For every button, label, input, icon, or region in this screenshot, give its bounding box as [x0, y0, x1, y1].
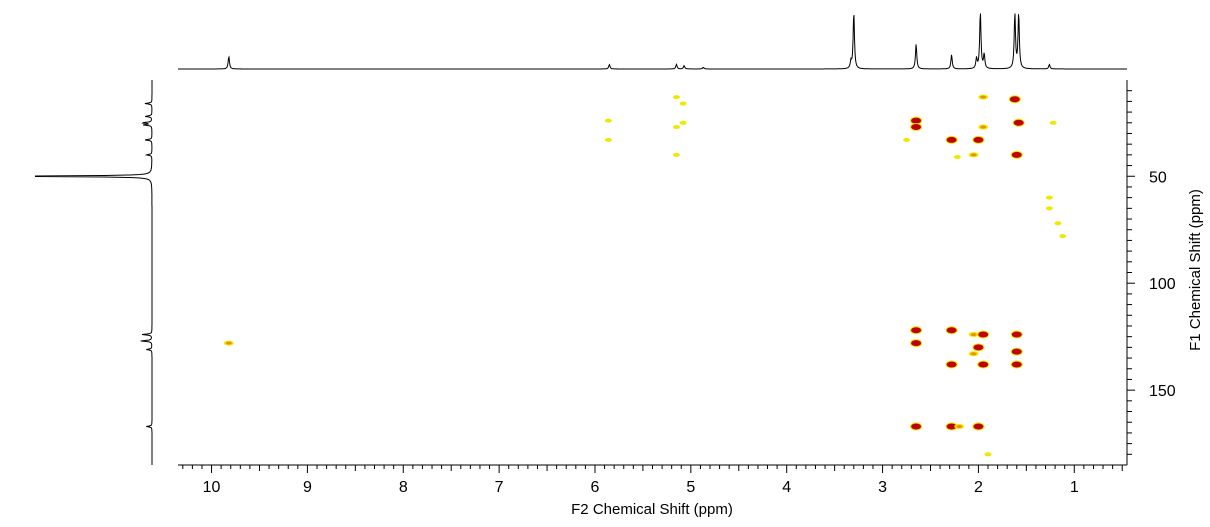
y-tick-label: 100	[1149, 276, 1176, 293]
correlation-peak	[945, 360, 958, 369]
correlation-peak	[1045, 195, 1053, 200]
correlation-peak	[1049, 120, 1057, 125]
correlation-peak	[1054, 221, 1062, 226]
correlation-peak	[679, 120, 687, 125]
correlation-peak	[679, 101, 687, 106]
correlation-peak	[1045, 206, 1053, 211]
correlation-peak	[910, 123, 923, 132]
correlation-peak	[1010, 360, 1023, 369]
y-tick-label: 150	[1149, 383, 1176, 400]
correlation-peak	[604, 118, 612, 123]
correlation-peak	[968, 351, 979, 357]
correlation-peak	[1010, 347, 1023, 356]
correlation-peak	[945, 326, 958, 335]
correlation-peak	[910, 116, 923, 125]
correlation-peak	[984, 452, 992, 457]
correlation-peak	[954, 424, 965, 429]
x-tick-label: 1	[1070, 479, 1079, 496]
correlation-peak	[978, 94, 989, 100]
x-tick-label: 10	[203, 479, 221, 496]
f2-axis: 10 9 8 7 6 5 4 3 2 1	[178, 464, 1127, 496]
correlation-peak	[945, 135, 958, 144]
x-tick-label: 9	[303, 479, 312, 496]
correlation-peak	[672, 125, 680, 130]
f1-projection-line	[35, 80, 153, 465]
correlation-peak	[978, 124, 989, 130]
correlation-peak	[903, 137, 911, 142]
x-tick-label: 5	[686, 479, 695, 496]
x-tick-label: 7	[495, 479, 504, 496]
x-tick-label: 4	[782, 479, 791, 496]
correlation-peak	[672, 152, 680, 157]
f1-projection-trace	[35, 80, 153, 465]
f1-axis: 50 100 150	[1126, 80, 1176, 465]
y-tick-label: 50	[1149, 169, 1167, 186]
correlation-peak	[972, 422, 985, 431]
correlation-peak	[1010, 150, 1023, 159]
correlation-peak	[972, 135, 985, 144]
correlation-peak	[977, 360, 990, 369]
f2-projection-line	[178, 13, 1127, 70]
x-axis-title: F2 Chemical Shift (ppm)	[571, 501, 733, 518]
correlation-peak	[1012, 118, 1025, 127]
correlation-peak	[977, 330, 990, 339]
f2-projection-trace	[178, 13, 1127, 70]
correlation-peak	[223, 340, 234, 346]
correlation-peak	[1059, 234, 1067, 239]
correlation-peak	[968, 152, 979, 158]
correlation-peak	[910, 339, 923, 348]
correlation-peak	[972, 343, 985, 352]
correlation-peak	[1008, 95, 1021, 104]
correlation-peak	[968, 332, 979, 338]
y-axis-title: F1 Chemical Shift (ppm)	[1187, 189, 1204, 351]
correlation-peak	[604, 137, 612, 142]
x-tick-label: 6	[591, 479, 600, 496]
correlation-peaks	[223, 94, 1067, 457]
correlation-peak	[910, 422, 923, 431]
x-tick-label: 8	[399, 479, 408, 496]
correlation-peak	[945, 422, 958, 431]
correlation-peak	[953, 155, 961, 159]
correlation-peak	[672, 95, 680, 100]
correlation-peak	[1010, 330, 1023, 339]
x-tick-label: 3	[878, 479, 887, 496]
x-tick-label: 2	[974, 479, 983, 496]
correlation-peak	[910, 326, 923, 335]
